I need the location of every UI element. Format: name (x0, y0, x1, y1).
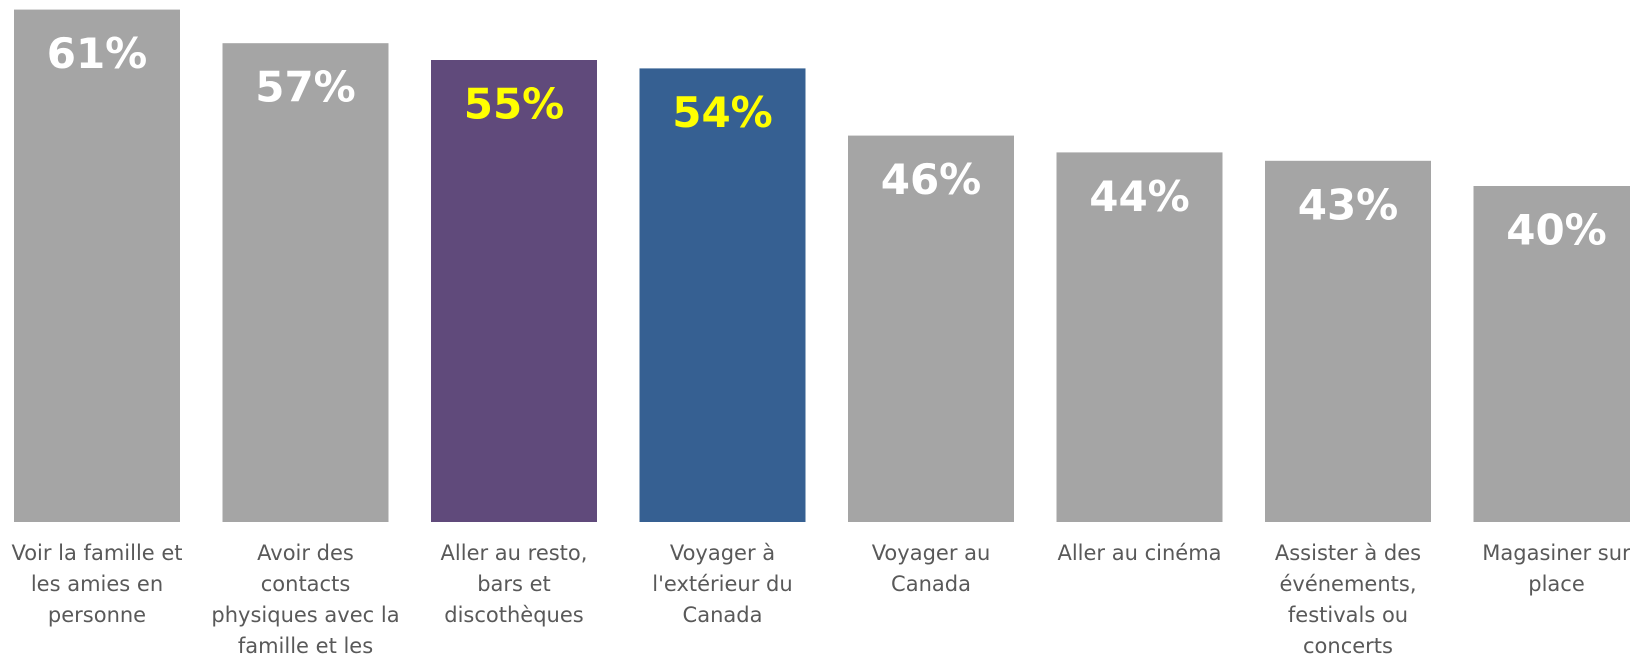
value-label: 44% (1089, 172, 1190, 221)
bar (14, 9, 180, 523)
category-label: Avoir des contacts physiques avec la fam… (211, 541, 400, 658)
value-label: 40% (1506, 206, 1607, 255)
category-label: Assister à des événements, festivals ou … (1274, 541, 1422, 658)
value-label: 61% (47, 29, 148, 78)
bar (1473, 186, 1630, 522)
bar (222, 43, 389, 522)
value-label: 46% (881, 155, 982, 204)
value-label: 54% (672, 88, 773, 137)
category-label: Voyager au Canada (871, 541, 991, 596)
category-label: Aller au resto, bars et discothèques (440, 541, 588, 627)
value-label: 43% (1298, 180, 1399, 229)
bar (639, 68, 806, 523)
category-label: Aller au cinéma (1057, 541, 1222, 565)
bar (1056, 152, 1223, 522)
category-label: Magasiner sur place (1482, 541, 1630, 596)
bar (848, 135, 1014, 522)
category-label: Voir la famille et les amies en personne (11, 541, 183, 627)
bar (1265, 160, 1431, 523)
category-label: Voyager à l'extérieur du Canada (652, 541, 793, 627)
value-label: 55% (464, 80, 565, 129)
value-label: 57% (255, 63, 356, 112)
bar (431, 60, 597, 522)
